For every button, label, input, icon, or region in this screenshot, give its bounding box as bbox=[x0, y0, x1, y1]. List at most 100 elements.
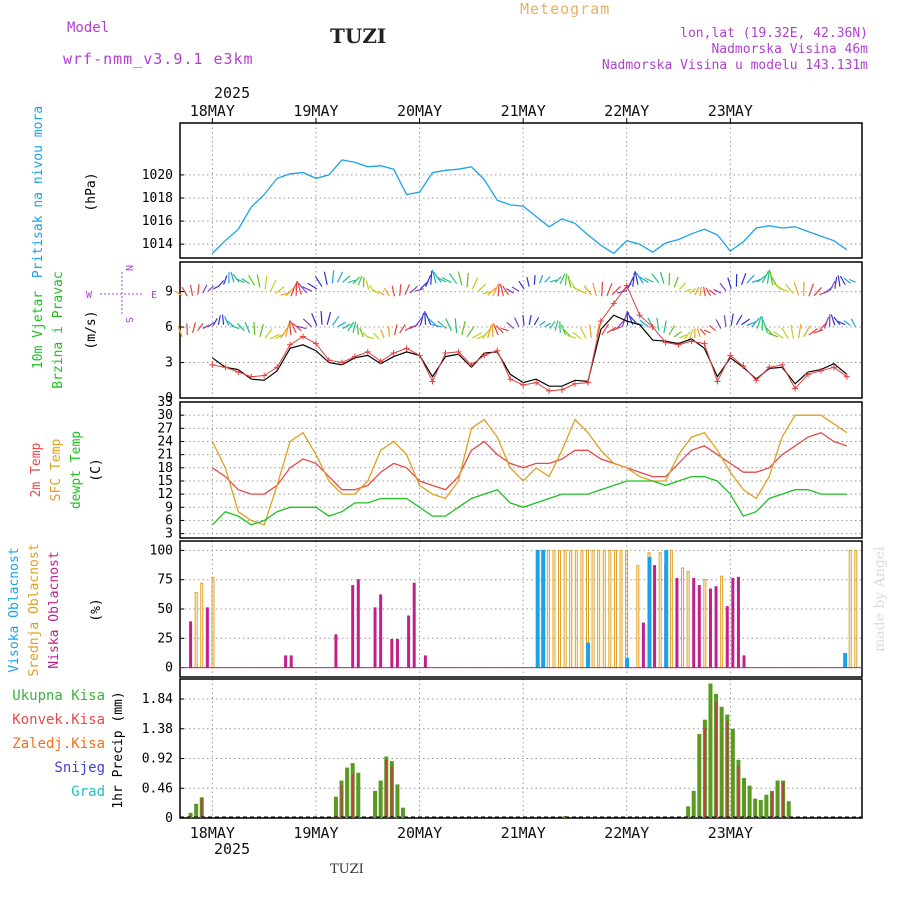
precip-bar-total bbox=[401, 807, 406, 818]
wind-arrow bbox=[818, 322, 827, 332]
cloud-ytick-label: 75 bbox=[157, 573, 173, 588]
cloud-bar-high bbox=[535, 549, 540, 669]
wind-arrow bbox=[177, 325, 183, 338]
wind-arrow bbox=[437, 320, 447, 330]
temp-ytick-label: 3 bbox=[165, 527, 173, 542]
date-label-bottom: 18MAY bbox=[190, 824, 235, 842]
wind-arrow bbox=[393, 324, 398, 336]
wind-arrow bbox=[656, 317, 660, 331]
wind-arrow bbox=[253, 321, 256, 336]
wind-arrow bbox=[813, 329, 824, 334]
pressure-ytick-label: 1014 bbox=[142, 237, 173, 252]
wind-arrow bbox=[611, 325, 622, 332]
precip-ytick-label: 1.38 bbox=[142, 722, 173, 737]
wind-arrow bbox=[719, 282, 727, 292]
wind-arrow bbox=[778, 287, 789, 293]
wind-arrow bbox=[703, 286, 706, 297]
wind-arrow bbox=[302, 318, 313, 328]
wind-arrow bbox=[476, 283, 487, 293]
precip-bar-total bbox=[758, 799, 763, 818]
precip-bar-total bbox=[373, 790, 378, 818]
wind-arrow bbox=[766, 269, 771, 284]
wind-gust-marker bbox=[662, 339, 669, 346]
wind-arrow bbox=[497, 283, 500, 297]
cloud-bar-high bbox=[664, 549, 669, 669]
wind-arrow bbox=[773, 331, 784, 339]
pressure-ytick-label: 1018 bbox=[142, 191, 173, 206]
wind-arrow bbox=[365, 280, 370, 290]
wind-arrow bbox=[359, 327, 365, 338]
wind-arrow bbox=[295, 281, 298, 296]
wind-arrow bbox=[373, 332, 380, 340]
temp-ylabel-dew: dewpt Temp bbox=[69, 431, 84, 509]
wind-arrow bbox=[347, 321, 355, 331]
year-top: 2025 bbox=[214, 84, 251, 102]
wind-arrow bbox=[415, 288, 424, 292]
wind-arrow bbox=[533, 275, 536, 285]
precip-bar-total bbox=[395, 784, 400, 818]
precip-legend-item: Snijeg bbox=[54, 760, 105, 776]
wind-arrow bbox=[427, 317, 437, 326]
wind-gust-marker bbox=[533, 379, 540, 386]
wind-arrow bbox=[289, 320, 297, 334]
wind-arrow bbox=[492, 284, 499, 297]
wind-arrow bbox=[526, 276, 530, 287]
wind-arrow bbox=[311, 313, 318, 326]
year-bottom: 2025 bbox=[214, 840, 251, 858]
wind-arrow bbox=[448, 272, 458, 285]
cloud-bar-low bbox=[390, 638, 394, 669]
cloud-bar-mid bbox=[558, 549, 562, 669]
wind-arrow bbox=[549, 279, 557, 283]
wind-arrow bbox=[514, 317, 520, 328]
precip-bar-total bbox=[764, 794, 769, 818]
precip-bar-conv bbox=[703, 727, 706, 818]
wind-arrow bbox=[226, 320, 235, 328]
wind-arrow bbox=[797, 324, 802, 339]
compass-s: S bbox=[123, 317, 134, 323]
cloud-bar-low bbox=[289, 655, 293, 669]
wind-arrow bbox=[635, 272, 644, 284]
wind-arrow bbox=[833, 316, 841, 326]
wind-gust-marker bbox=[507, 376, 514, 383]
date-label-bottom: 20MAY bbox=[397, 824, 442, 842]
wind-arrow bbox=[280, 327, 289, 339]
wind-arrow bbox=[601, 281, 604, 297]
wind-arrow bbox=[668, 325, 676, 336]
date-label-bottom: 19MAY bbox=[293, 824, 338, 842]
wind-arrow bbox=[223, 275, 228, 285]
wind-arrow bbox=[285, 287, 295, 297]
temp-ytick-label: 27 bbox=[157, 421, 173, 436]
wind-gust-marker bbox=[830, 364, 837, 371]
cloud-bar-low bbox=[731, 578, 735, 669]
wind-arrow bbox=[567, 275, 572, 288]
wind-gust-marker bbox=[442, 350, 449, 357]
wind-arrow bbox=[699, 328, 706, 336]
precip-legend-item: Grad bbox=[71, 784, 105, 800]
wind-arrow bbox=[735, 314, 743, 326]
footer-station: TUZI bbox=[330, 862, 364, 877]
wind-arrow bbox=[387, 326, 390, 337]
wind-gust-marker bbox=[416, 352, 423, 359]
wind-gust-marker bbox=[779, 361, 786, 368]
wind-arrow bbox=[506, 288, 514, 294]
wind-arrow bbox=[269, 333, 280, 340]
precip-bar-total bbox=[333, 796, 338, 818]
wind-arrow bbox=[404, 325, 413, 332]
wind-arrow bbox=[696, 328, 701, 337]
cloud-bar-low bbox=[356, 579, 360, 669]
precip-bar-total bbox=[753, 798, 758, 818]
wind-arrow bbox=[559, 273, 566, 284]
wind-arrow bbox=[409, 285, 418, 294]
cloud-ytick-label: 25 bbox=[157, 631, 173, 646]
wind-arrow bbox=[207, 322, 215, 328]
wind-arrow bbox=[499, 283, 504, 296]
wind-arrow bbox=[756, 315, 762, 329]
wind-arrow bbox=[342, 323, 351, 330]
wind-arrow bbox=[689, 329, 694, 339]
cloud-ylabel-high: Visoka Oblacnost bbox=[7, 547, 22, 672]
wind-ylabel: 10m Vjetar bbox=[31, 291, 46, 369]
cloud-bar-low bbox=[284, 655, 288, 669]
wind-arrow bbox=[380, 329, 385, 339]
precip-legend-item: Zaledj.Kisa bbox=[12, 736, 105, 752]
pressure-ytick-label: 1016 bbox=[142, 214, 173, 229]
